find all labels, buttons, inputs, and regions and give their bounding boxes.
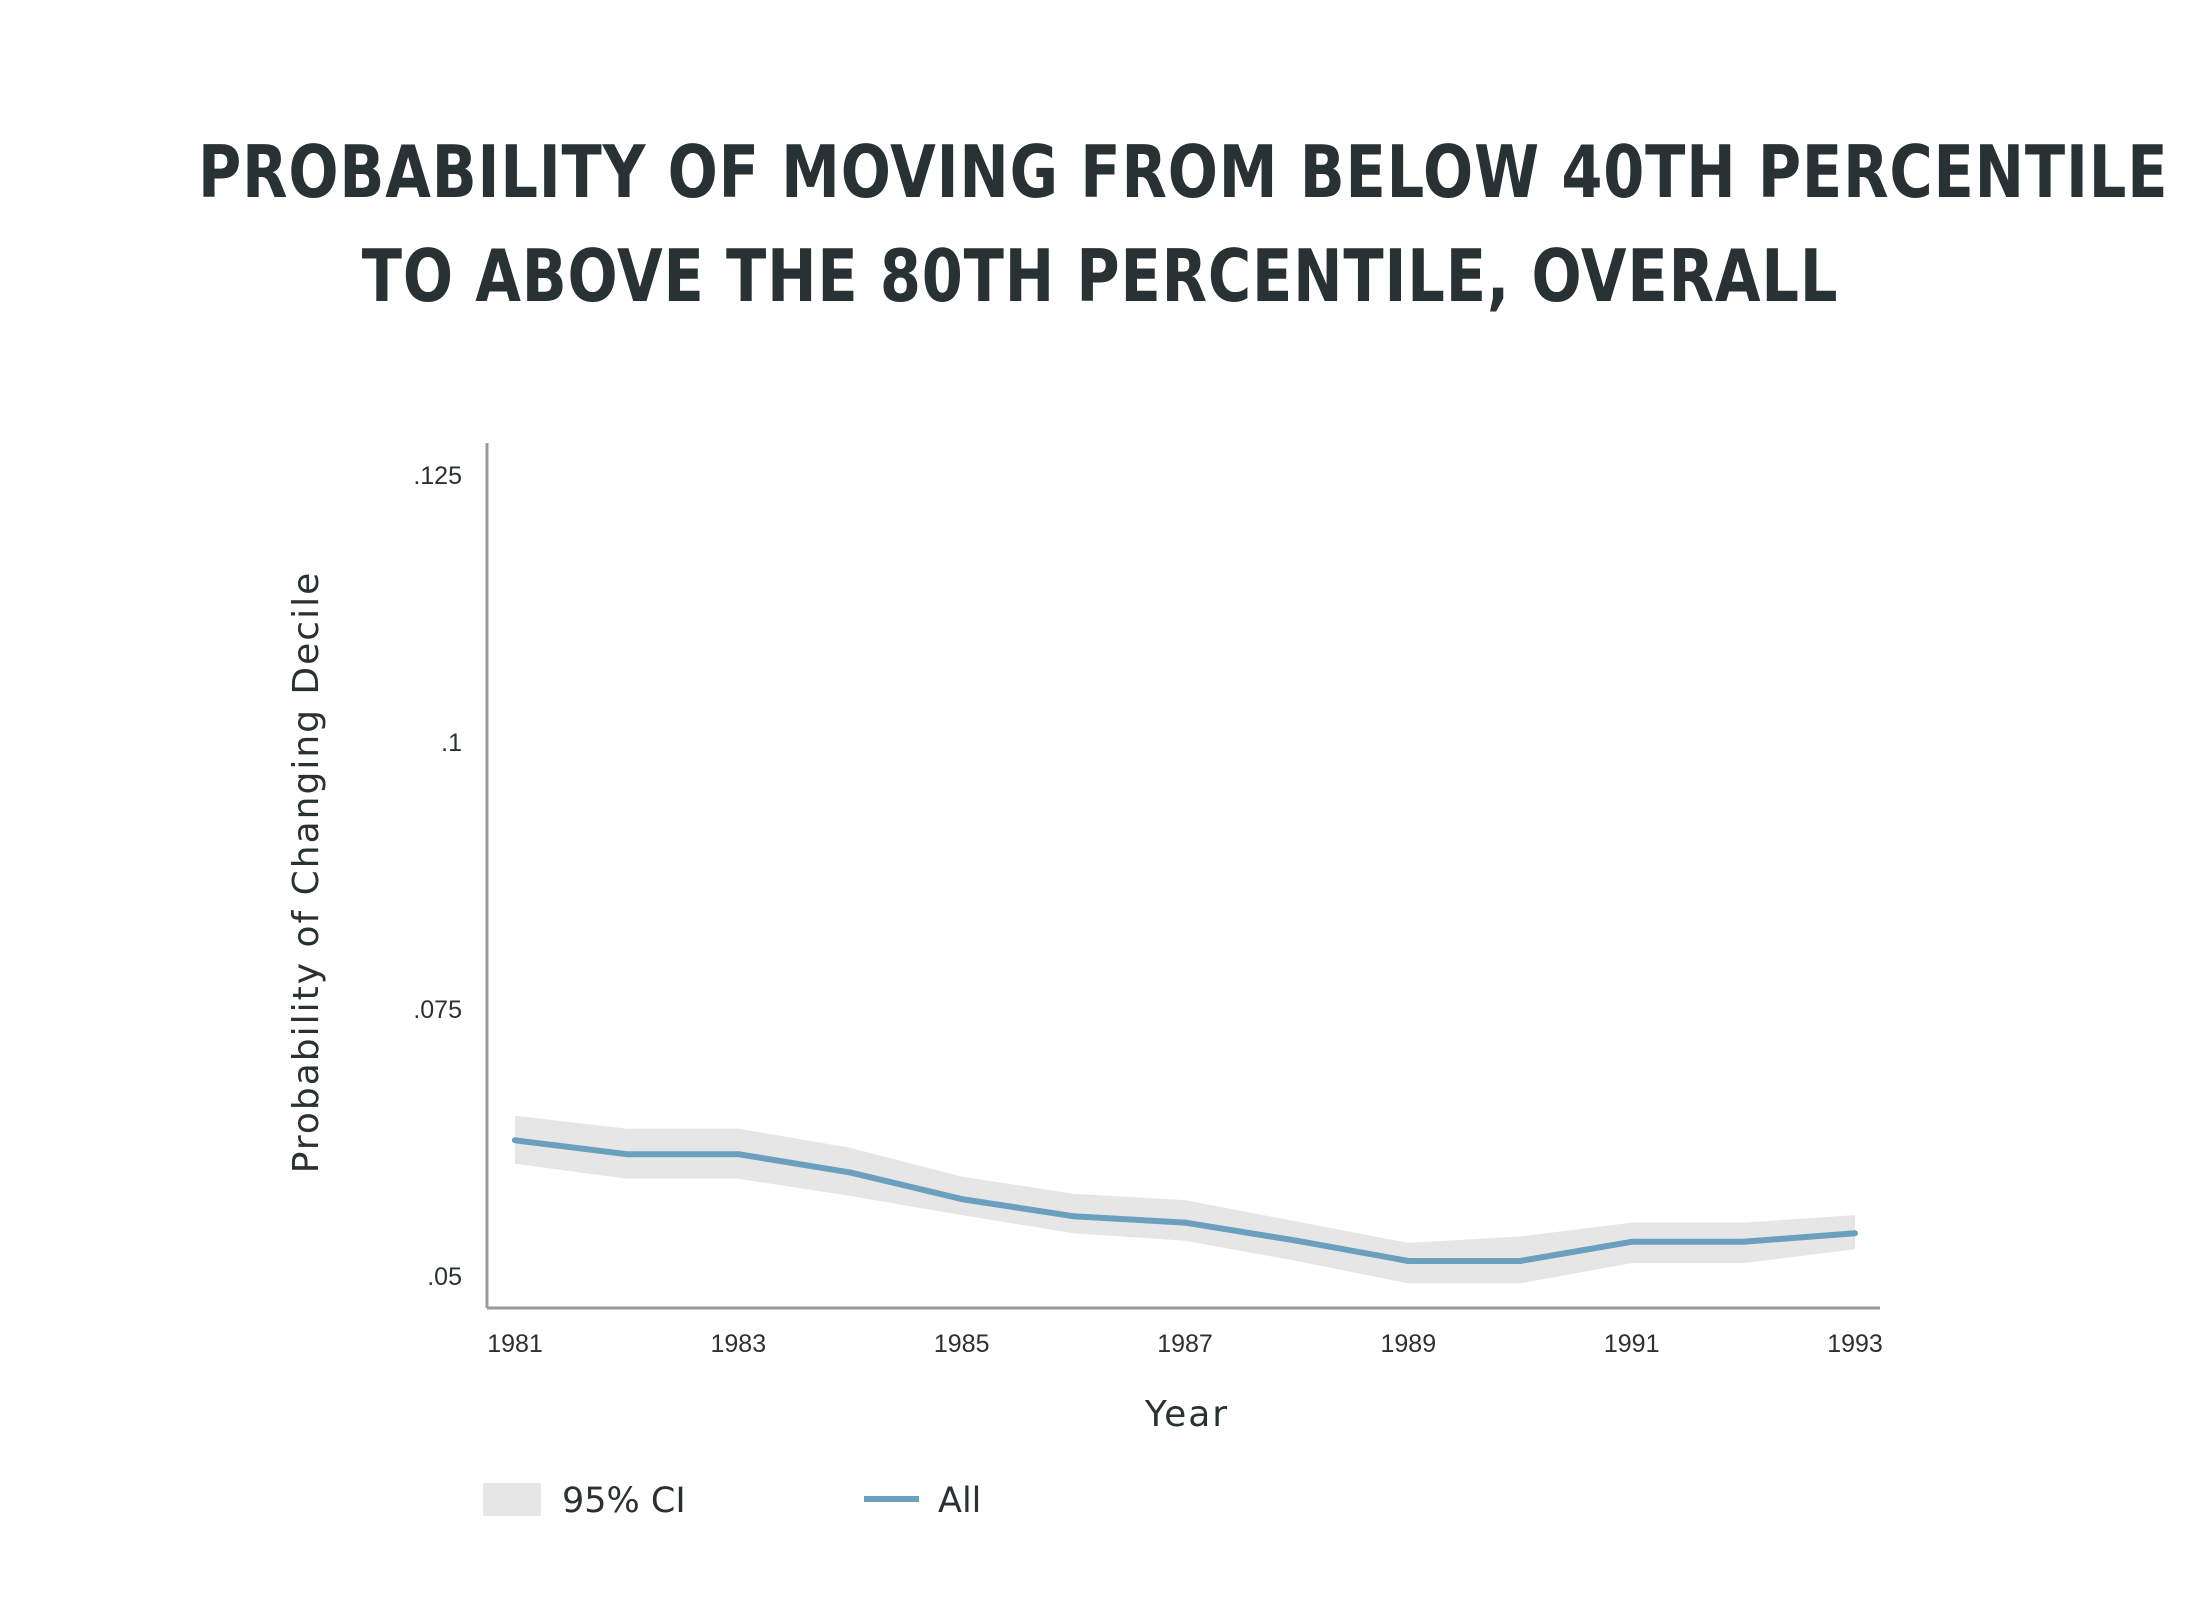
legend-all-label: All bbox=[938, 1481, 981, 1521]
data-point bbox=[512, 1137, 518, 1144]
legend-ci-swatch bbox=[483, 1483, 541, 1516]
x-tick-label: 1991 bbox=[1604, 1330, 1660, 1358]
chart-title: PROBABILITY OF MOVING FROM BELOW 40TH PE… bbox=[198, 120, 2169, 328]
data-point bbox=[1628, 1238, 1635, 1245]
x-tick-label: 1989 bbox=[1380, 1330, 1436, 1358]
legend: 95% CI All bbox=[483, 1481, 981, 1521]
data-point bbox=[1517, 1258, 1523, 1264]
x-axis-ticks: 1981 1983 1985 1987 1989 1991 1993 bbox=[487, 1330, 1883, 1358]
y-tick-label: .125 bbox=[413, 462, 462, 490]
data-point bbox=[1182, 1219, 1188, 1226]
data-point bbox=[1852, 1230, 1858, 1237]
y-axis-ticks: .05 .075 .1 .125 bbox=[413, 462, 462, 1291]
y-tick-label: .075 bbox=[413, 996, 462, 1024]
data-point bbox=[623, 1151, 630, 1158]
chart-title-line-1: PROBABILITY OF MOVING FROM BELOW 40TH PE… bbox=[198, 130, 2169, 214]
plot-area bbox=[512, 1115, 1858, 1284]
data-point bbox=[958, 1196, 965, 1203]
x-axis-title: Year bbox=[1144, 1394, 1229, 1435]
data-point bbox=[1740, 1238, 1747, 1245]
x-tick-label: 1987 bbox=[1157, 1330, 1213, 1358]
data-point bbox=[1293, 1237, 1300, 1244]
x-tick-label: 1985 bbox=[934, 1330, 990, 1358]
x-tick-label: 1993 bbox=[1827, 1330, 1883, 1358]
x-tick-label: 1983 bbox=[710, 1330, 766, 1358]
data-point bbox=[1070, 1213, 1077, 1220]
x-tick-label: 1981 bbox=[487, 1330, 543, 1358]
y-tick-label: .05 bbox=[427, 1263, 462, 1291]
data-point bbox=[735, 1151, 742, 1158]
legend-ci-label: 95% CI bbox=[562, 1481, 686, 1521]
data-point bbox=[847, 1169, 853, 1176]
ci-band bbox=[515, 1115, 1855, 1284]
chart-title-line-2: TO ABOVE THE 80TH PERCENTILE, OVERALL bbox=[361, 234, 1839, 318]
data-point bbox=[1405, 1258, 1412, 1264]
y-tick-label: .1 bbox=[441, 729, 462, 757]
y-axis-title: Probability of Changing Decile bbox=[286, 571, 327, 1174]
